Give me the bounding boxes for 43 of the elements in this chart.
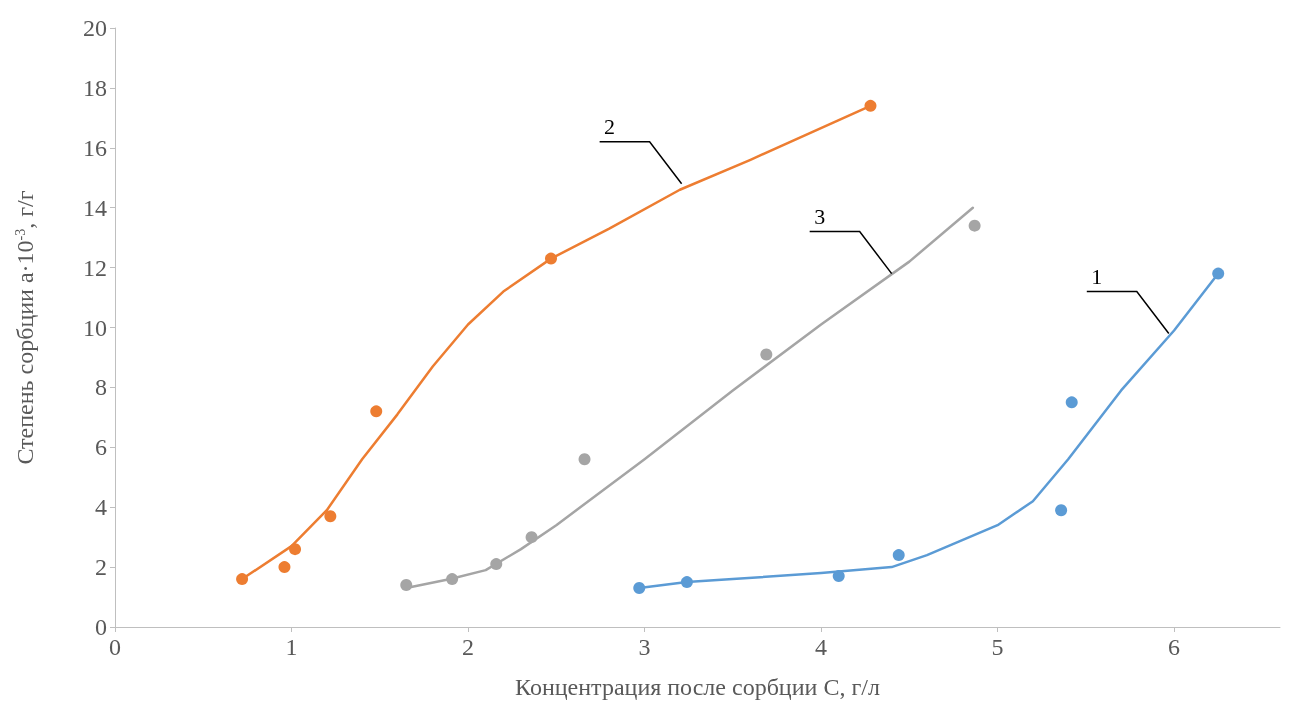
point [446,573,459,586]
point [832,570,845,583]
point [1212,267,1225,280]
x-tick-label: 1 [285,634,298,660]
x-axis-title: Концентрация после сорбции С, г/л [515,674,880,700]
point [289,543,302,556]
x-tick-label: 5 [991,634,1004,660]
point [968,219,981,232]
y-tick-label: 10 [83,314,107,341]
annotation: 2 [604,114,616,140]
y-tick-label: 0 [95,614,107,640]
point [1065,396,1078,409]
point [633,582,646,595]
point [525,531,538,544]
x-tick-label: 3 [638,634,651,660]
y-axis-title: Степень сорбции a·10-3, г/г [12,190,38,465]
point [760,348,773,361]
y-tick-label: 20 [83,15,107,41]
point [400,579,413,592]
x-tick-label: 4 [815,634,828,660]
point [1055,504,1068,517]
y-tick-label: 4 [95,494,107,521]
point [278,561,291,574]
annotation: 3 [814,204,826,230]
y-tick-label: 12 [83,254,107,281]
point [864,99,877,112]
y-tick-label: 8 [95,374,107,401]
y-tick-label: 6 [95,434,107,461]
y-tick-label: 16 [83,134,107,161]
point [892,549,905,562]
point [370,405,383,418]
x-tick-label: 6 [1168,634,1181,660]
y-tick-label: 2 [95,554,107,581]
point [545,252,557,265]
point [578,453,591,466]
point [236,573,249,586]
point [324,510,337,523]
y-tick-label: 14 [83,194,107,221]
annotation: 1 [1091,263,1103,289]
point [680,576,693,589]
x-tick-label: 2 [462,634,475,660]
point [490,558,503,571]
y-tick-label: 18 [83,74,107,101]
